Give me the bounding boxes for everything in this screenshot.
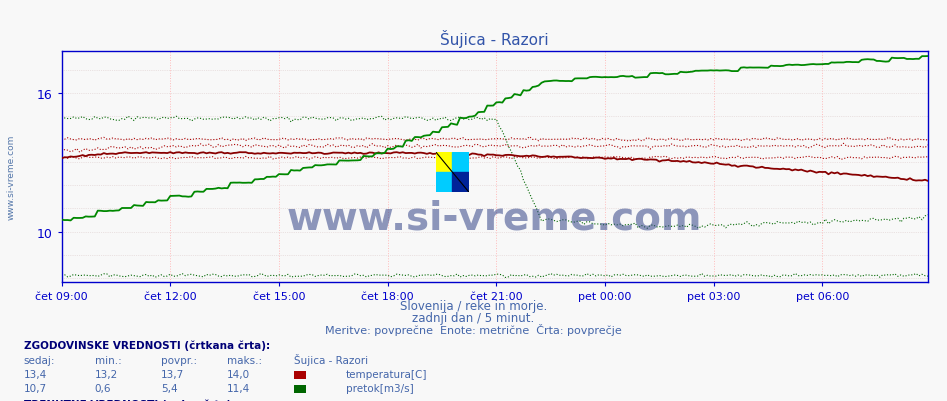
Text: 10,7: 10,7 bbox=[24, 383, 46, 393]
Title: Šujica - Razori: Šujica - Razori bbox=[440, 30, 549, 48]
Bar bbox=[453, 152, 469, 172]
Text: 13,7: 13,7 bbox=[161, 369, 185, 379]
Text: pretok[m3/s]: pretok[m3/s] bbox=[346, 383, 414, 393]
Text: sedaj:: sedaj: bbox=[24, 355, 55, 365]
Text: Slovenija / reke in morje.: Slovenija / reke in morje. bbox=[400, 300, 547, 312]
Text: min.:: min.: bbox=[95, 355, 121, 365]
Text: povpr.:: povpr.: bbox=[161, 355, 197, 365]
Text: maks.:: maks.: bbox=[227, 355, 262, 365]
Text: www.si-vreme.com: www.si-vreme.com bbox=[7, 134, 16, 219]
Text: www.si-vreme.com: www.si-vreme.com bbox=[287, 199, 703, 237]
Text: Meritve: povprečne  Enote: metrične  Črta: povprečje: Meritve: povprečne Enote: metrične Črta:… bbox=[325, 324, 622, 336]
Bar bbox=[436, 152, 453, 172]
Text: 5,4: 5,4 bbox=[161, 383, 178, 393]
Text: 14,0: 14,0 bbox=[227, 369, 250, 379]
Text: 13,4: 13,4 bbox=[24, 369, 47, 379]
Bar bbox=[436, 172, 453, 192]
Text: Šujica - Razori: Šujica - Razori bbox=[294, 353, 367, 365]
Text: 0,6: 0,6 bbox=[95, 383, 111, 393]
Text: TRENUTNE VREDNOSTI (polna črta):: TRENUTNE VREDNOSTI (polna črta): bbox=[24, 398, 235, 401]
Text: 13,2: 13,2 bbox=[95, 369, 118, 379]
Bar bbox=[453, 172, 469, 192]
Text: ZGODOVINSKE VREDNOSTI (črtkana črta):: ZGODOVINSKE VREDNOSTI (črtkana črta): bbox=[24, 340, 270, 350]
Text: 11,4: 11,4 bbox=[227, 383, 251, 393]
Text: zadnji dan / 5 minut.: zadnji dan / 5 minut. bbox=[412, 312, 535, 324]
Text: temperatura[C]: temperatura[C] bbox=[346, 369, 427, 379]
